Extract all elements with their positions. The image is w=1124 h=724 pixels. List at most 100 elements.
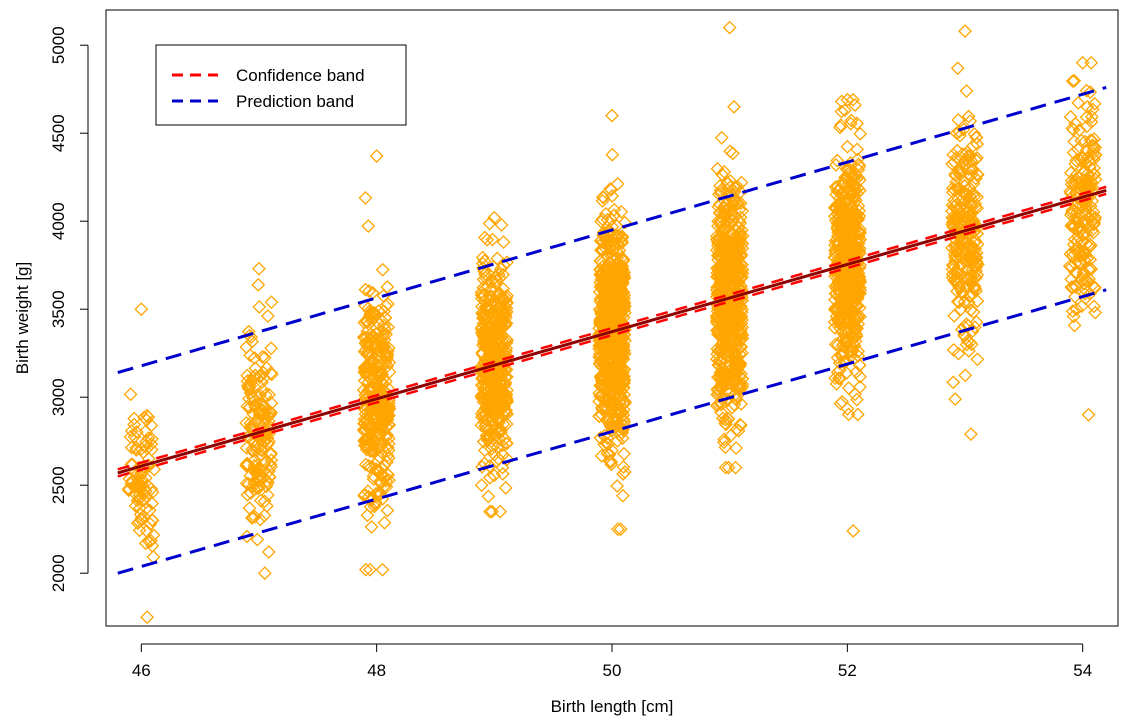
data-point	[253, 368, 268, 383]
data-point	[837, 103, 852, 118]
data-point	[1088, 305, 1103, 320]
data-point	[478, 334, 493, 349]
data-point	[842, 278, 857, 293]
data-point	[848, 241, 863, 255]
data-point	[610, 364, 625, 379]
data-point	[1084, 114, 1099, 129]
data-point	[605, 108, 619, 123]
data-point	[616, 402, 631, 417]
data-point	[257, 508, 272, 523]
data-point	[718, 460, 733, 475]
data-point	[1085, 102, 1100, 117]
data-point	[1075, 272, 1090, 287]
data-point	[382, 365, 397, 379]
data-point	[132, 523, 147, 538]
data-point	[252, 261, 266, 276]
data-point	[364, 420, 379, 434]
data-point	[481, 330, 496, 345]
data-point	[945, 210, 960, 225]
data-point	[959, 337, 974, 352]
data-point	[950, 202, 964, 216]
data-point	[948, 392, 963, 407]
data-point	[492, 332, 506, 347]
data-point	[358, 282, 373, 297]
data-point	[255, 349, 270, 364]
data-point	[961, 148, 976, 163]
data-point	[1067, 318, 1082, 333]
data-points	[121, 20, 1103, 625]
data-point	[358, 562, 373, 577]
data-point	[482, 216, 497, 231]
data-point	[1072, 255, 1087, 270]
data-point	[598, 366, 612, 381]
data-point	[1066, 237, 1081, 252]
data-point	[730, 313, 745, 328]
data-point	[725, 400, 740, 415]
data-point	[951, 346, 966, 361]
data-point	[365, 442, 380, 457]
data-point	[731, 423, 746, 438]
data-point	[710, 347, 725, 362]
data-point	[1069, 265, 1084, 280]
data-point	[124, 440, 139, 455]
data-point	[246, 390, 261, 405]
data-point	[713, 178, 727, 193]
data-point	[610, 433, 625, 448]
data-point	[734, 340, 748, 355]
data-point	[364, 410, 378, 425]
data-point	[474, 478, 489, 493]
data-point	[722, 340, 737, 354]
data-point	[947, 182, 962, 197]
data-point	[610, 261, 625, 276]
data-point	[1068, 278, 1083, 293]
data-point	[382, 355, 397, 370]
data-point	[1064, 280, 1079, 295]
data-point	[945, 270, 960, 285]
data-point	[600, 234, 615, 249]
data-point	[1075, 55, 1090, 70]
data-point	[1078, 207, 1093, 222]
data-point	[1076, 151, 1090, 166]
data-point	[715, 258, 730, 272]
data-point	[617, 465, 632, 479]
data-point	[499, 389, 513, 404]
data-point	[365, 380, 380, 395]
data-point	[262, 470, 277, 485]
data-point	[967, 320, 982, 334]
data-point	[141, 431, 156, 446]
data-point	[1071, 175, 1086, 190]
data-point	[841, 381, 856, 396]
data-point	[127, 411, 142, 426]
data-point	[833, 396, 848, 411]
data-point	[379, 473, 394, 488]
data-point	[1079, 119, 1094, 134]
data-point	[950, 61, 965, 76]
data-point	[945, 262, 960, 277]
data-point	[958, 24, 972, 39]
data-point	[255, 383, 270, 398]
data-point	[130, 516, 145, 531]
data-point	[248, 368, 263, 383]
fitted-line	[117, 188, 1107, 475]
y-tick-label: 4500	[49, 114, 68, 152]
data-point	[492, 325, 506, 340]
data-point	[487, 447, 502, 462]
data-point	[949, 242, 964, 257]
data-point	[609, 387, 623, 402]
data-point	[496, 282, 511, 296]
data-point	[709, 398, 724, 413]
data-point	[486, 431, 501, 446]
data-point	[603, 370, 618, 385]
data-point	[735, 262, 750, 277]
data-point	[257, 566, 272, 581]
data-point	[948, 167, 962, 182]
data-point	[951, 113, 966, 127]
data-point	[493, 425, 508, 440]
data-point	[1087, 132, 1102, 146]
x-axis-label: Birth length [cm]	[551, 697, 674, 716]
data-point	[719, 308, 734, 323]
data-point	[263, 457, 278, 472]
data-point	[833, 291, 848, 305]
data-point	[369, 149, 384, 163]
data-point	[724, 207, 739, 222]
